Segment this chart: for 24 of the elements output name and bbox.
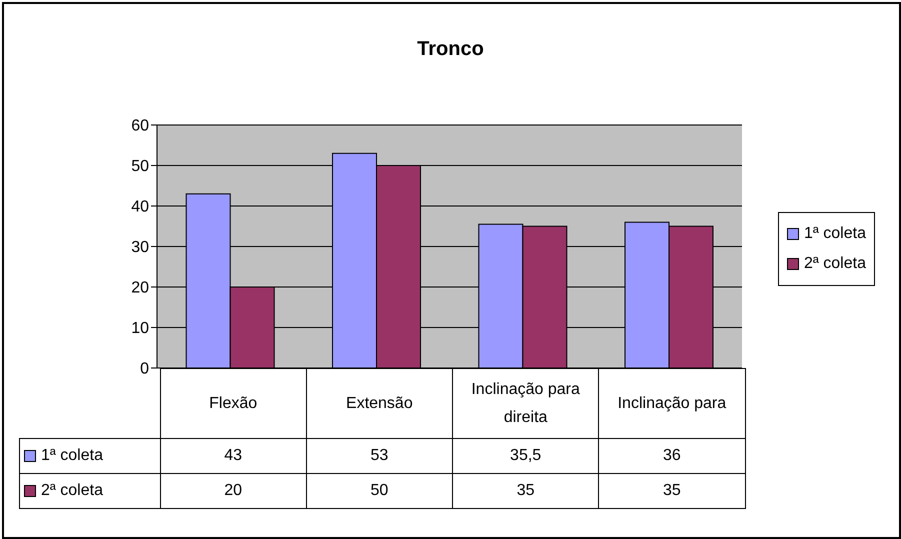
data-label: 50 xyxy=(306,474,452,508)
legend-label: 2ª coleta xyxy=(803,254,866,274)
y-tick-label: 0 xyxy=(140,360,150,378)
data-label: 53 xyxy=(306,438,452,474)
text: 2ª coleta xyxy=(41,482,103,499)
chart-title: Tronco xyxy=(416,38,485,61)
x-tick-label: Inclinação para direita xyxy=(452,368,599,438)
y-tick-label: 10 xyxy=(131,320,150,338)
data-label: 35 xyxy=(598,474,745,508)
data-label: 36 xyxy=(598,438,745,474)
y-tick-label: 30 xyxy=(131,239,150,256)
text: 1ª coleta xyxy=(804,225,866,242)
data-label: 35 xyxy=(452,474,599,508)
y-tick-label: 20 xyxy=(131,280,150,297)
data-label: 35,5 xyxy=(452,438,599,474)
legend-label: 1ª coleta xyxy=(20,438,160,474)
data-label: 43 xyxy=(160,438,306,474)
x-tick-label: Flexão xyxy=(160,368,306,438)
data-label: 20 xyxy=(160,474,306,508)
x-tick-label: Extensão xyxy=(306,368,452,438)
y-tick-label: 60 xyxy=(131,118,150,135)
x-tick-label: Inclinação para xyxy=(598,368,745,438)
y-tick-label: 50 xyxy=(131,158,150,176)
y-tick-label: 40 xyxy=(131,198,150,216)
